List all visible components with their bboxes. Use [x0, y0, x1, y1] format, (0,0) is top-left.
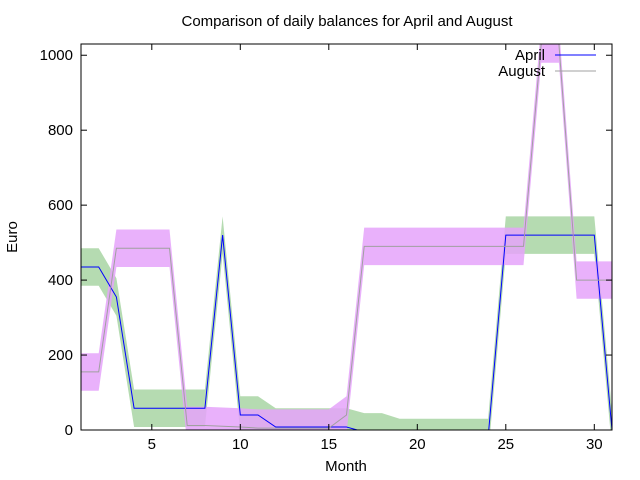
- y-tick-label: 400: [48, 272, 73, 289]
- chart-title: Comparison of daily balances for April a…: [181, 13, 513, 30]
- x-axis: 5 10 15 20 25 30: [148, 44, 603, 453]
- x-tick-label: 30: [586, 436, 603, 453]
- line-april: [81, 234, 612, 430]
- y-tick-label: 0: [65, 422, 73, 439]
- x-axis-label: Month: [325, 458, 367, 475]
- x-tick-label: 15: [320, 436, 337, 453]
- x-tick-label: 25: [497, 436, 514, 453]
- legend-label: April: [515, 47, 545, 64]
- legend-label: August: [498, 63, 546, 80]
- y-tick-label: 200: [48, 347, 73, 364]
- plot-frame: [80, 43, 613, 431]
- y-axis-label: Euro: [4, 221, 21, 253]
- y-tick-label: 1000: [40, 47, 73, 64]
- y-tick-label: 600: [48, 197, 73, 214]
- x-tick-label: 10: [232, 436, 249, 453]
- series-lines: [81, 44, 612, 430]
- x-tick-label: 20: [409, 436, 426, 453]
- line-august: [81, 44, 612, 429]
- y-tick-label: 800: [48, 122, 73, 139]
- y-axis: 0 200 400 600 800 1000: [40, 47, 612, 439]
- x-tick-label: 5: [148, 436, 156, 453]
